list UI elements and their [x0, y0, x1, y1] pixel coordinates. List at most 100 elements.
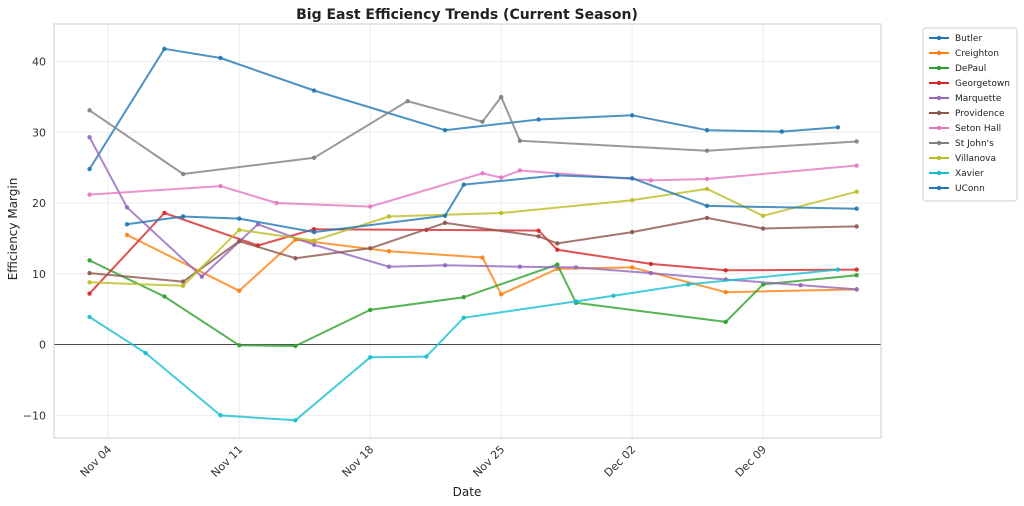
data-point-butler [87, 166, 92, 172]
data-point-creighton [629, 265, 635, 270]
data-point-georgetown [555, 247, 560, 252]
legend-label: Marquette [955, 94, 1002, 104]
data-point-st-john-s [405, 98, 410, 104]
data-point-villanova [498, 210, 504, 216]
data-point-marquette [124, 205, 130, 210]
data-point-st-john-s [87, 108, 92, 113]
data-point-xavier [835, 267, 841, 272]
y-axis-label: Efficiency Margin [6, 178, 20, 281]
data-point-depaul [293, 343, 298, 349]
data-point-xavier [424, 354, 429, 359]
data-point-seton-hall [218, 183, 223, 189]
data-point-butler [779, 129, 785, 134]
data-point-uconn [180, 214, 186, 219]
data-point-xavier [461, 315, 466, 320]
data-point-depaul [854, 273, 859, 278]
data-point-butler [835, 125, 841, 130]
x-axis-label: Date [453, 485, 482, 499]
data-point-seton-hall [648, 178, 654, 183]
legend-label: Creighton [955, 49, 999, 59]
legend-swatch-marker [936, 35, 942, 41]
data-point-creighton [723, 290, 728, 295]
legend-swatch-marker [936, 170, 942, 176]
legend-item-providence: Providence [929, 109, 1005, 119]
data-point-georgetown [723, 268, 728, 273]
data-point-marquette [517, 264, 523, 269]
series-line-creighton [126, 234, 857, 296]
legend-item-uconn: UConn [929, 184, 985, 194]
data-point-st-john-s [517, 138, 523, 143]
series-line-georgetown [88, 212, 857, 295]
y-tick-label: 0 [39, 339, 46, 352]
data-point-uconn [704, 203, 710, 209]
series-line-uconn [126, 174, 857, 234]
data-point-providence [368, 246, 373, 251]
legend-label: DePaul [955, 64, 986, 74]
data-point-providence [87, 270, 92, 276]
data-point-butler [536, 117, 541, 122]
legend-label: Villanova [955, 154, 996, 164]
legend-item-creighton: Creighton [929, 49, 999, 59]
legend-item-depaul: DePaul [929, 64, 986, 74]
series-seton-hall [87, 163, 859, 209]
data-point-marquette [573, 265, 579, 270]
legend-item-georgetown: Georgetown [929, 79, 1010, 89]
data-point-butler [442, 127, 448, 133]
data-point-providence [442, 220, 448, 226]
series-depaul [87, 258, 859, 349]
data-point-marquette [854, 287, 859, 292]
legend-swatch-marker [936, 50, 942, 56]
data-point-seton-hall [517, 168, 523, 173]
data-point-xavier [218, 413, 223, 418]
data-point-georgetown [854, 267, 859, 272]
data-point-seton-hall [87, 192, 92, 197]
data-point-st-john-s [498, 94, 504, 100]
legend-swatch-marker [936, 185, 942, 191]
data-point-seton-hall [854, 163, 859, 168]
data-point-xavier [368, 355, 373, 360]
series-line-seton-hall [89, 164, 857, 208]
legend-label: Xavier [955, 169, 984, 179]
legend-item-villanova: Villanova [929, 154, 996, 164]
data-point-butler [218, 55, 223, 61]
series-group [87, 46, 859, 423]
series-xavier [87, 267, 841, 423]
data-point-providence [293, 256, 298, 261]
data-point-xavier [611, 293, 616, 298]
legend-label: Georgetown [955, 79, 1010, 89]
legend-label: UConn [955, 184, 985, 194]
series-line-providence [89, 216, 857, 283]
series-uconn [124, 173, 859, 235]
data-point-uconn [629, 176, 635, 181]
data-point-uconn [442, 213, 448, 218]
y-tick-label: 10 [32, 268, 46, 281]
data-point-xavier [143, 350, 148, 356]
data-point-villanova [87, 280, 92, 285]
legend-swatch-marker [936, 80, 942, 86]
y-tick-label: −10 [23, 409, 46, 422]
data-point-creighton [124, 232, 130, 238]
data-point-butler [629, 113, 635, 118]
legend-swatch-marker [936, 95, 942, 101]
data-point-villanova [180, 283, 186, 289]
data-point-xavier [686, 282, 691, 287]
legend-swatch-marker [936, 110, 942, 116]
data-point-depaul [237, 343, 242, 348]
data-point-xavier [87, 314, 92, 320]
plot-frame [53, 23, 882, 439]
data-point-butler [162, 46, 167, 51]
data-point-villanova [704, 186, 710, 192]
data-point-marquette [798, 282, 803, 288]
legend-label: Butler [955, 34, 982, 44]
data-point-depaul [368, 307, 373, 313]
data-point-creighton [498, 292, 504, 297]
y-tick-label: 40 [32, 56, 46, 69]
data-point-providence [555, 241, 560, 246]
data-point-providence [629, 229, 635, 235]
y-axis-ticks: −10 0 10 20 30 40 [23, 56, 46, 423]
data-point-uconn [461, 182, 466, 187]
data-point-creighton [480, 255, 485, 260]
data-point-villanova [311, 238, 317, 243]
data-point-uconn [237, 216, 242, 221]
